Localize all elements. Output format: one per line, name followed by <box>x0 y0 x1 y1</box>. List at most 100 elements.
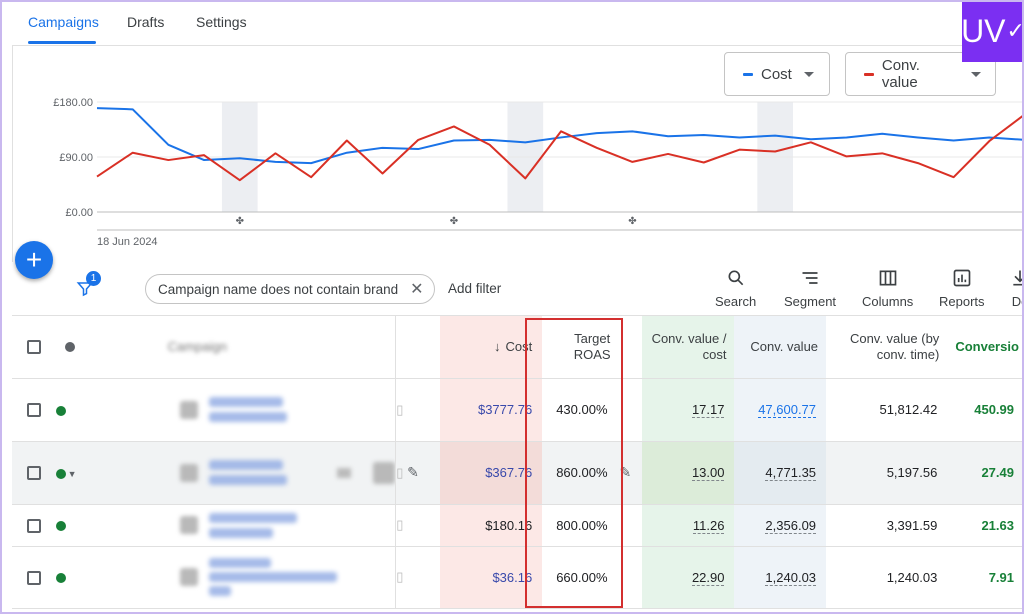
search-button[interactable]: Search <box>715 268 756 309</box>
campaign-name-redacted[interactable] <box>83 378 396 442</box>
edit-icon[interactable]: ✎ <box>407 464 419 480</box>
download-label: Do <box>1011 294 1024 309</box>
add-filter-button[interactable]: Add filter <box>448 281 502 296</box>
row-checkbox[interactable] <box>12 504 56 547</box>
metric-label-cost: Cost <box>761 65 792 83</box>
campaign-name-redacted[interactable] <box>83 441 396 505</box>
target-roas-cell: 430.00% <box>542 378 643 442</box>
series-line-conv-value <box>96 113 1024 182</box>
cost-legend-swatch <box>743 72 753 76</box>
metric-selector-cost[interactable]: Cost <box>724 52 830 96</box>
conv-value-cost-cell: 22.90 <box>642 546 735 609</box>
annotation-marker-icon[interactable]: ✤ <box>450 216 458 227</box>
conv-value-cost-cell: 11.26 <box>642 504 735 547</box>
conversions-cell: 21.63 <box>947 504 1024 547</box>
row-checkbox[interactable] <box>12 441 56 505</box>
campaign-name-redacted[interactable] <box>83 504 396 547</box>
plus-icon: + <box>25 244 43 275</box>
conv-value-cost-header[interactable]: Conv. value / cost <box>642 316 735 379</box>
conv-value-time-cell: 3,391.59 <box>826 504 948 547</box>
row-actions[interactable]: ▯ ✎ <box>395 441 440 505</box>
filter-chip[interactable]: Campaign name does not contain brand ✕ <box>145 274 435 304</box>
target-roas-cell: 800.00% <box>542 504 643 547</box>
filter-count-badge: 1 <box>86 271 101 286</box>
conv-value-cell: 2,356.09 <box>734 504 827 547</box>
edit-icon[interactable]: ✎ <box>619 464 632 480</box>
download-icon <box>1013 270 1024 286</box>
search-icon <box>728 270 743 286</box>
performance-chart: £180.00 £90.00 £0.00 18 Jun 2024 ✤ ✤ ✤ <box>12 46 1024 262</box>
reports-icon <box>953 269 971 287</box>
row-checkbox[interactable] <box>12 378 56 442</box>
active-tab-indicator <box>28 41 96 44</box>
conv-value-cell: 1,240.03 <box>734 546 827 609</box>
table-row[interactable]: ▯ $180.16 800.00% 11.26 2,356.09 3,391.5… <box>12 504 1024 547</box>
conv-value-time-cell: 5,197.56 <box>826 441 948 505</box>
columns-label: Columns <box>862 294 914 309</box>
row-actions[interactable]: ▯ <box>395 378 440 442</box>
conversions-header[interactable]: Conversio <box>947 316 1024 379</box>
campaign-name-redacted[interactable] <box>83 546 396 609</box>
conv-value-time-cell: 51,812.42 <box>826 378 948 442</box>
select-all-checkbox[interactable] <box>12 316 56 379</box>
close-icon[interactable]: ✕ <box>410 281 424 298</box>
reports-button[interactable]: Reports <box>939 268 985 309</box>
row-actions[interactable]: ▯ <box>395 504 440 547</box>
segment-button[interactable]: Segment <box>784 268 836 309</box>
row-checkbox[interactable] <box>12 546 56 609</box>
annotation-marker-icon[interactable]: ✤ <box>236 216 244 227</box>
x-start-label: 18 Jun 2024 <box>97 236 158 248</box>
segment-icon <box>802 272 818 284</box>
download-button[interactable]: Do <box>1010 268 1024 309</box>
status-dot <box>55 504 84 547</box>
search-label: Search <box>715 294 757 309</box>
conversions-cell: 450.99 <box>947 378 1024 442</box>
y-tick-label-0: £0.00 <box>65 207 93 219</box>
conv-value-cell: 4,771.35 <box>734 441 827 505</box>
line-chart: £180.00 £90.00 £0.00 18 Jun 2024 ✤ ✤ ✤ <box>53 97 1024 248</box>
filter-toolbar: Campaign name does not contain brand ✕ A… <box>12 262 1024 316</box>
uv-logo: UV ✓ <box>961 0 1024 62</box>
chevron-down-icon <box>803 71 814 77</box>
campaigns-table: Campaign ↓ Cost Target ROAS Conv. value / c… <box>12 316 1024 609</box>
conv-value-cost-cell: 17.17 <box>642 378 735 442</box>
conv-value-cell: 47,600.77 <box>734 378 827 442</box>
conv-value-header[interactable]: Conv. value <box>734 316 827 379</box>
cost-header[interactable]: ↓ Cost <box>439 316 543 379</box>
segment-label: Segment <box>784 294 837 309</box>
target-roas-cell: 860.00% ✎ <box>542 441 643 505</box>
series-line-cost <box>96 107 1024 165</box>
cost-cell: $180.16 <box>439 504 543 547</box>
table-row[interactable]: ▯ $36.16 660.00% 22.90 1,240.03 1,240.03… <box>12 546 1024 609</box>
tab-settings[interactable]: Settings <box>196 14 247 30</box>
logo-text: UV <box>961 12 1006 49</box>
conv-value-time-cell: 1,240.03 <box>826 546 948 609</box>
y-tick-label-180: £180.00 <box>53 97 93 109</box>
status-dot: ▼ <box>55 441 84 505</box>
conv-value-time-header[interactable]: Conv. value (by conv. time) <box>826 316 948 379</box>
target-roas-cell: 660.00% <box>542 546 643 609</box>
add-button[interactable]: + <box>15 241 53 279</box>
row-actions[interactable]: ▯ <box>395 546 440 609</box>
columns-button[interactable]: Columns <box>862 268 913 309</box>
tab-drafts[interactable]: Drafts <box>127 14 165 30</box>
filter-chip-text: Campaign name does not contain brand <box>158 281 399 297</box>
table-header-row: Campaign ↓ Cost Target ROAS Conv. value / c… <box>12 316 1024 379</box>
conv-value-legend-swatch <box>864 72 874 76</box>
metric-label-conv-value: Conv. value <box>881 57 920 91</box>
campaign-header[interactable]: Campaign <box>83 316 396 379</box>
conv-value-cost-cell: 13.00 <box>642 441 735 505</box>
table-row[interactable]: ▯ $3777.76 430.00% 17.17 47,600.77 51,81… <box>12 378 1024 442</box>
chevron-down-icon <box>971 71 981 77</box>
status-dot <box>55 378 84 442</box>
target-roas-header[interactable]: Target ROAS <box>542 316 643 379</box>
arrow-down-icon: ↓ <box>493 338 501 354</box>
annotation-marker-icon[interactable]: ✤ <box>628 216 636 227</box>
cost-cell: $36.16 <box>439 546 543 609</box>
tab-campaigns[interactable]: Campaigns <box>28 14 99 30</box>
status-dot <box>55 546 84 609</box>
table-row[interactable]: ▼ ▯ ✎ $367.76 860.00% ✎ 13.00 4,771.35 5,… <box>12 441 1024 505</box>
conversions-cell: 7.91 <box>947 546 1024 609</box>
y-tick-label-90: £90.00 <box>59 152 93 164</box>
reports-label: Reports <box>939 294 985 309</box>
